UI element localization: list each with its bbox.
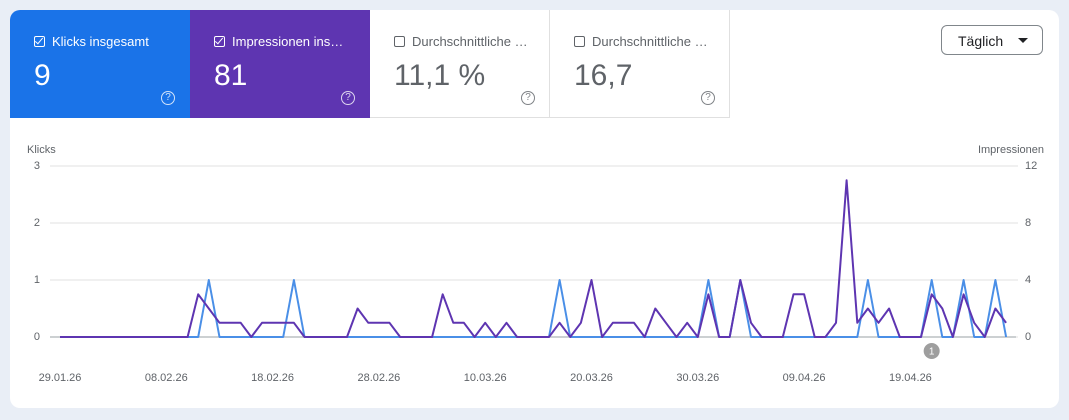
y-tick-label: 0 bbox=[34, 331, 40, 343]
x-tick-label: 09.04.26 bbox=[783, 372, 826, 384]
card-label: Klicks insgesamt bbox=[34, 34, 189, 49]
x-tick-label: 08.02.26 bbox=[145, 372, 188, 384]
series-line bbox=[60, 279, 1008, 338]
card-label-text: Klicks insgesamt bbox=[52, 34, 149, 49]
card-value: 9 bbox=[34, 59, 51, 92]
card-label: Durchschnittliche … bbox=[394, 34, 549, 49]
x-tick-label: 30.03.26 bbox=[676, 372, 719, 384]
y2-tick-label: 12 bbox=[1025, 160, 1037, 172]
metric-card[interactable]: Impressionen ins… 81? bbox=[190, 10, 370, 118]
card-value: 11,1 % bbox=[394, 59, 486, 92]
card-label-text: Impressionen ins… bbox=[232, 34, 344, 49]
y2-tick-label: 0 bbox=[1025, 331, 1031, 343]
y-tick-label: 1 bbox=[34, 274, 40, 286]
x-tick-label: 19.04.26 bbox=[889, 372, 932, 384]
x-tick-label: 29.01.26 bbox=[39, 372, 82, 384]
performance-panel: Klicks insgesamt 9? Impressionen ins… 81? Du… bbox=[10, 10, 1059, 408]
x-tick-label: 18.02.26 bbox=[251, 372, 294, 384]
x-tick-label: 28.02.26 bbox=[357, 372, 400, 384]
x-tick-label: 10.03.26 bbox=[464, 372, 507, 384]
x-tick-label: 20.03.26 bbox=[570, 372, 613, 384]
series-line bbox=[60, 179, 1007, 338]
checkbox[interactable] bbox=[34, 36, 45, 47]
help-icon[interactable]: ? bbox=[701, 91, 715, 105]
help-icon[interactable]: ? bbox=[161, 91, 175, 105]
metric-card[interactable]: Durchschnittliche … 11,1 %? bbox=[370, 10, 550, 118]
checkbox[interactable] bbox=[214, 36, 225, 47]
card-label-text: Durchschnittliche … bbox=[592, 34, 708, 49]
card-value: 81 bbox=[214, 59, 248, 92]
y2-tick-label: 8 bbox=[1025, 217, 1031, 229]
help-icon[interactable]: ? bbox=[521, 91, 535, 105]
card-value: 16,7 bbox=[574, 59, 633, 92]
checkbox[interactable] bbox=[574, 36, 585, 47]
card-label: Durchschnittliche … bbox=[574, 34, 729, 49]
checkbox[interactable] bbox=[394, 36, 405, 47]
y-tick-label: 3 bbox=[34, 160, 40, 172]
y-axis-title: Klicks bbox=[27, 144, 56, 156]
y2-axis-title: Impressionen bbox=[978, 144, 1044, 156]
help-icon[interactable]: ? bbox=[341, 91, 355, 105]
card-label-text: Durchschnittliche … bbox=[412, 34, 528, 49]
annotation-marker bbox=[923, 343, 940, 359]
metric-card[interactable]: Klicks insgesamt 9? bbox=[10, 10, 190, 118]
annotation-label: 1 bbox=[929, 347, 935, 358]
metric-card[interactable]: Durchschnittliche … 16,7? bbox=[550, 10, 730, 118]
y-tick-label: 2 bbox=[34, 217, 40, 229]
card-label: Impressionen ins… bbox=[214, 34, 369, 49]
period-dropdown[interactable]: Täglich bbox=[941, 25, 1043, 55]
y2-tick-label: 4 bbox=[1025, 274, 1031, 286]
